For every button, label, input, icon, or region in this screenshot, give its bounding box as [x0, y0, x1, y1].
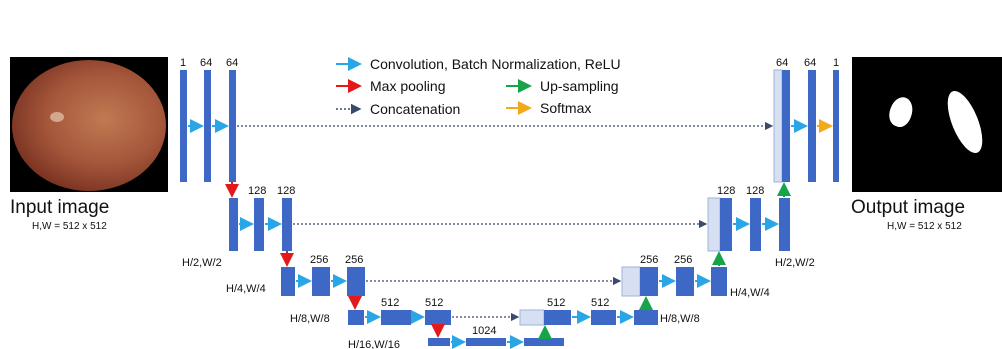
dec2-block-3	[779, 198, 790, 251]
enc3-ch-1: 256	[310, 254, 328, 266]
dec1-block-2	[808, 70, 816, 182]
dec3-block-3	[711, 267, 727, 296]
enc4-block-3	[425, 310, 451, 325]
enc4-block-2	[381, 310, 411, 325]
dec1-block-1	[782, 70, 790, 182]
input-image-size: H,W = 512 x 512	[32, 221, 107, 232]
legend-maxpool-label: Max pooling	[370, 78, 446, 94]
dec3-block-1	[640, 267, 658, 296]
dec2-ch-1: 128	[717, 185, 735, 197]
bottleneck-ch: 1024	[472, 325, 496, 337]
bottleneck-block-3	[524, 338, 564, 346]
encoder-level-2: 128 128 H/2,W/2	[182, 185, 295, 269]
dec4-block-2	[591, 310, 616, 325]
enc1-block-2	[204, 70, 211, 182]
enc1-ch-1: 1	[180, 57, 186, 69]
input-image-label: Input image	[10, 197, 110, 218]
output-image	[852, 57, 1002, 192]
enc2-block-1	[229, 198, 238, 251]
enc1-block-3	[229, 70, 236, 182]
dec3-concat-block	[621, 266, 641, 297]
legend-concat-label: Concatenation	[370, 101, 460, 117]
dec1-ch-3: 1	[833, 57, 839, 69]
scale-label-h2-left: H/2,W/2	[182, 257, 222, 269]
encoder-level-3: 256 256 H/4,W/4	[226, 254, 365, 296]
scale-label-h8-right: H/8,W/8	[660, 313, 700, 325]
enc1-ch-2: 64	[200, 57, 212, 69]
enc2-ch-2: 128	[277, 185, 295, 197]
decoder-level-4: 512 512 H/8,W/8	[519, 297, 700, 326]
bottleneck-block-1	[428, 338, 450, 346]
dec4-block-3	[634, 310, 658, 325]
enc4-ch-1: 512	[381, 297, 399, 309]
input-image	[10, 57, 168, 192]
scale-label-h8-left: H/8,W/8	[290, 313, 330, 325]
legend: Convolution, Batch Normalization, ReLU M…	[336, 56, 621, 117]
enc1-ch-3: 64	[226, 57, 238, 69]
encoder-level-4: 512 512 H/8,W/8	[290, 297, 451, 325]
decoder-level-1: 64 64 1	[773, 57, 839, 183]
dec4-block-1	[544, 310, 571, 325]
output-image-label: Output image	[851, 197, 966, 218]
legend-conv-label: Convolution, Batch Normalization, ReLU	[370, 56, 621, 72]
enc3-block-1	[281, 267, 295, 296]
legend-upsample-label: Up-sampling	[540, 78, 619, 94]
scale-label-h4-left: H/4,W/4	[226, 283, 266, 295]
legend-softmax-label: Softmax	[540, 100, 591, 116]
dec1-concat-block	[773, 69, 783, 183]
dec1-block-3	[833, 70, 839, 182]
enc2-block-3	[282, 198, 292, 251]
bottleneck-block-2	[466, 338, 506, 346]
enc4-block-1	[348, 310, 364, 325]
scale-label-h2-right: H/2,W/2	[775, 257, 815, 269]
dec2-ch-2: 128	[746, 185, 764, 197]
dec2-block-1	[720, 198, 732, 251]
dec1-ch-2: 64	[804, 57, 816, 69]
enc2-ch-1: 128	[248, 185, 266, 197]
scale-label-h16: H/16,W/16	[348, 339, 400, 349]
dec4-concat-block	[519, 309, 545, 326]
dec3-block-2	[676, 267, 694, 296]
dec4-ch-2: 512	[591, 297, 609, 309]
output-image-size: H,W = 512 x 512	[887, 221, 962, 232]
dec2-block-2	[750, 198, 761, 251]
endoscopy-view	[12, 60, 166, 191]
enc3-block-3	[347, 267, 365, 296]
dec1-ch-1: 64	[776, 57, 788, 69]
enc1-block-1	[180, 70, 187, 182]
dec4-ch-1: 512	[547, 297, 565, 309]
dec3-ch-1: 256	[640, 254, 658, 266]
dec2-concat-block	[707, 197, 721, 252]
enc4-ch-2: 512	[425, 297, 443, 309]
decoder-level-3: 256 256 H/4,W/4	[621, 254, 770, 299]
enc3-ch-2: 256	[345, 254, 363, 266]
encoder-level-1: 1 64 64	[180, 57, 238, 182]
enc2-block-2	[254, 198, 264, 251]
enc3-block-2	[312, 267, 330, 296]
decoder-level-2: 128 128 H/2,W/2	[707, 185, 815, 269]
scale-label-h4-right: H/4,W/4	[730, 287, 770, 299]
bottleneck: 1024 H/16,W/16	[348, 325, 564, 349]
endoscopy-highlight	[50, 112, 64, 122]
dec3-ch-2: 256	[674, 254, 692, 266]
